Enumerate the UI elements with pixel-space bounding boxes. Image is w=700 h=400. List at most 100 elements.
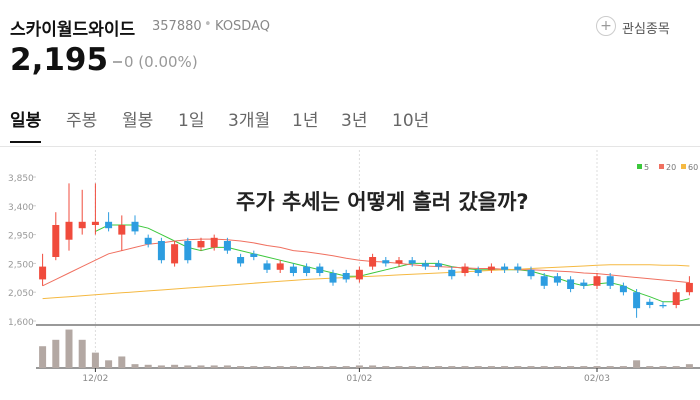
volume-bar: [487, 366, 495, 368]
volume-bar: [197, 365, 205, 368]
candle-body: [369, 257, 377, 267]
y-tick-label: 3,850: [8, 174, 34, 184]
candle-body: [501, 266, 509, 270]
legend-swatch: [659, 164, 664, 169]
candle-body: [144, 237, 152, 245]
price: 2,195: [10, 42, 109, 78]
volume-bar: [593, 366, 601, 368]
volume-bar: [223, 365, 231, 368]
candle-body: [329, 273, 337, 283]
price-change: 0 (0.00%): [124, 53, 198, 71]
period-tab[interactable]: 10년: [392, 111, 430, 131]
watch-icon[interactable]: +: [596, 16, 616, 36]
overlay-box: [232, 184, 606, 216]
moving-average-line: [42, 264, 690, 300]
candle-body: [105, 221, 113, 229]
watch-button[interactable]: 관심종목: [622, 22, 670, 37]
chart: 3,850 3,400 2,950 2,500 2,050 1,600 12/02 01/02…: [8, 150, 700, 384]
volume-bar: [276, 366, 284, 368]
volume-bar: [408, 366, 416, 368]
volume-bar: [184, 365, 192, 368]
volume-bar: [237, 366, 245, 368]
volume-bar: [263, 366, 271, 368]
volume-bar: [78, 339, 86, 368]
legend-swatch: [681, 164, 686, 169]
volume-bar: [382, 366, 390, 368]
flat-icon: [113, 61, 122, 63]
candle-body: [474, 269, 482, 273]
volume-bar: [369, 365, 377, 368]
y-tick-label: 2,050: [8, 289, 34, 299]
volume-bar: [52, 339, 60, 368]
period-tab[interactable]: 1일: [178, 111, 205, 131]
period-tab[interactable]: 3년: [341, 111, 368, 131]
candle-body: [619, 285, 627, 293]
volume-bar: [250, 366, 258, 368]
period-tab[interactable]: 3개월: [228, 111, 271, 131]
legend-label: 20: [666, 163, 676, 172]
candle-body: [316, 266, 324, 273]
volume-bar: [501, 366, 509, 368]
candle-body: [567, 279, 575, 289]
separator: •: [204, 17, 212, 32]
candle-body: [91, 221, 99, 225]
candle-body: [553, 276, 561, 283]
market: KOSDAQ: [215, 19, 270, 34]
candle-body: [408, 260, 416, 264]
volume-bar: [435, 366, 443, 368]
candle-body: [263, 263, 271, 270]
candle-body: [276, 263, 284, 270]
volume-bar: [105, 360, 113, 368]
candle-body: [342, 273, 350, 280]
y-tick-label: 2,500: [8, 260, 34, 270]
volume-bar: [395, 366, 403, 368]
candle-body: [527, 269, 535, 277]
volume-bar: [606, 366, 614, 368]
volume-bar: [633, 360, 641, 368]
x-tick-label: 01/02: [346, 374, 372, 384]
volume-bar: [659, 366, 667, 368]
volume-bar: [144, 364, 152, 368]
candle-body: [303, 266, 311, 273]
candle-body: [448, 269, 456, 277]
candle-body: [461, 266, 469, 273]
candle-body: [593, 276, 601, 286]
period-tabs: 일봉 주봉 월봉 1일 3개월 1년 3년 10년: [0, 104, 700, 147]
candle-body: [184, 241, 192, 261]
candle-body: [435, 263, 443, 267]
y-tick-label: 1,600: [8, 318, 34, 328]
y-tick-label: 3,400: [8, 203, 34, 213]
volume-bar: [421, 366, 429, 368]
period-tab[interactable]: 주봉: [66, 111, 98, 131]
volume-bar: [289, 366, 297, 368]
volume-bar: [171, 364, 179, 368]
volume-bar: [91, 352, 99, 368]
volume-bar: [553, 366, 561, 368]
legend-swatch: [637, 164, 642, 169]
volume-bar: [316, 366, 324, 368]
candle-body: [540, 276, 548, 286]
legend-label: 60: [688, 163, 698, 172]
volume-bar: [210, 365, 218, 368]
candle-body: [65, 221, 73, 240]
volume-bar: [448, 366, 456, 368]
candle-body: [355, 269, 363, 280]
volume-bar: [303, 366, 311, 368]
candle-body: [157, 241, 165, 261]
volume-bar: [527, 366, 535, 368]
period-tab[interactable]: 1년: [292, 111, 319, 131]
candle-body: [659, 305, 667, 307]
stock-name: 스카이월드와이드: [10, 20, 136, 40]
candle-body: [118, 225, 126, 235]
candle-body: [672, 292, 680, 305]
x-tick-label: 02/03: [584, 374, 610, 384]
candle-body: [646, 301, 654, 305]
candle-body: [223, 241, 231, 251]
overlay-text: 주가 추세는 어떻게 흘러 갔을까?: [236, 190, 529, 214]
x-tick-label: 12/02: [82, 374, 108, 384]
period-tab[interactable]: 월봉: [122, 111, 154, 131]
period-tab[interactable]: 일봉: [10, 106, 42, 143]
candle-body: [633, 292, 641, 309]
candle-body: [78, 221, 86, 229]
